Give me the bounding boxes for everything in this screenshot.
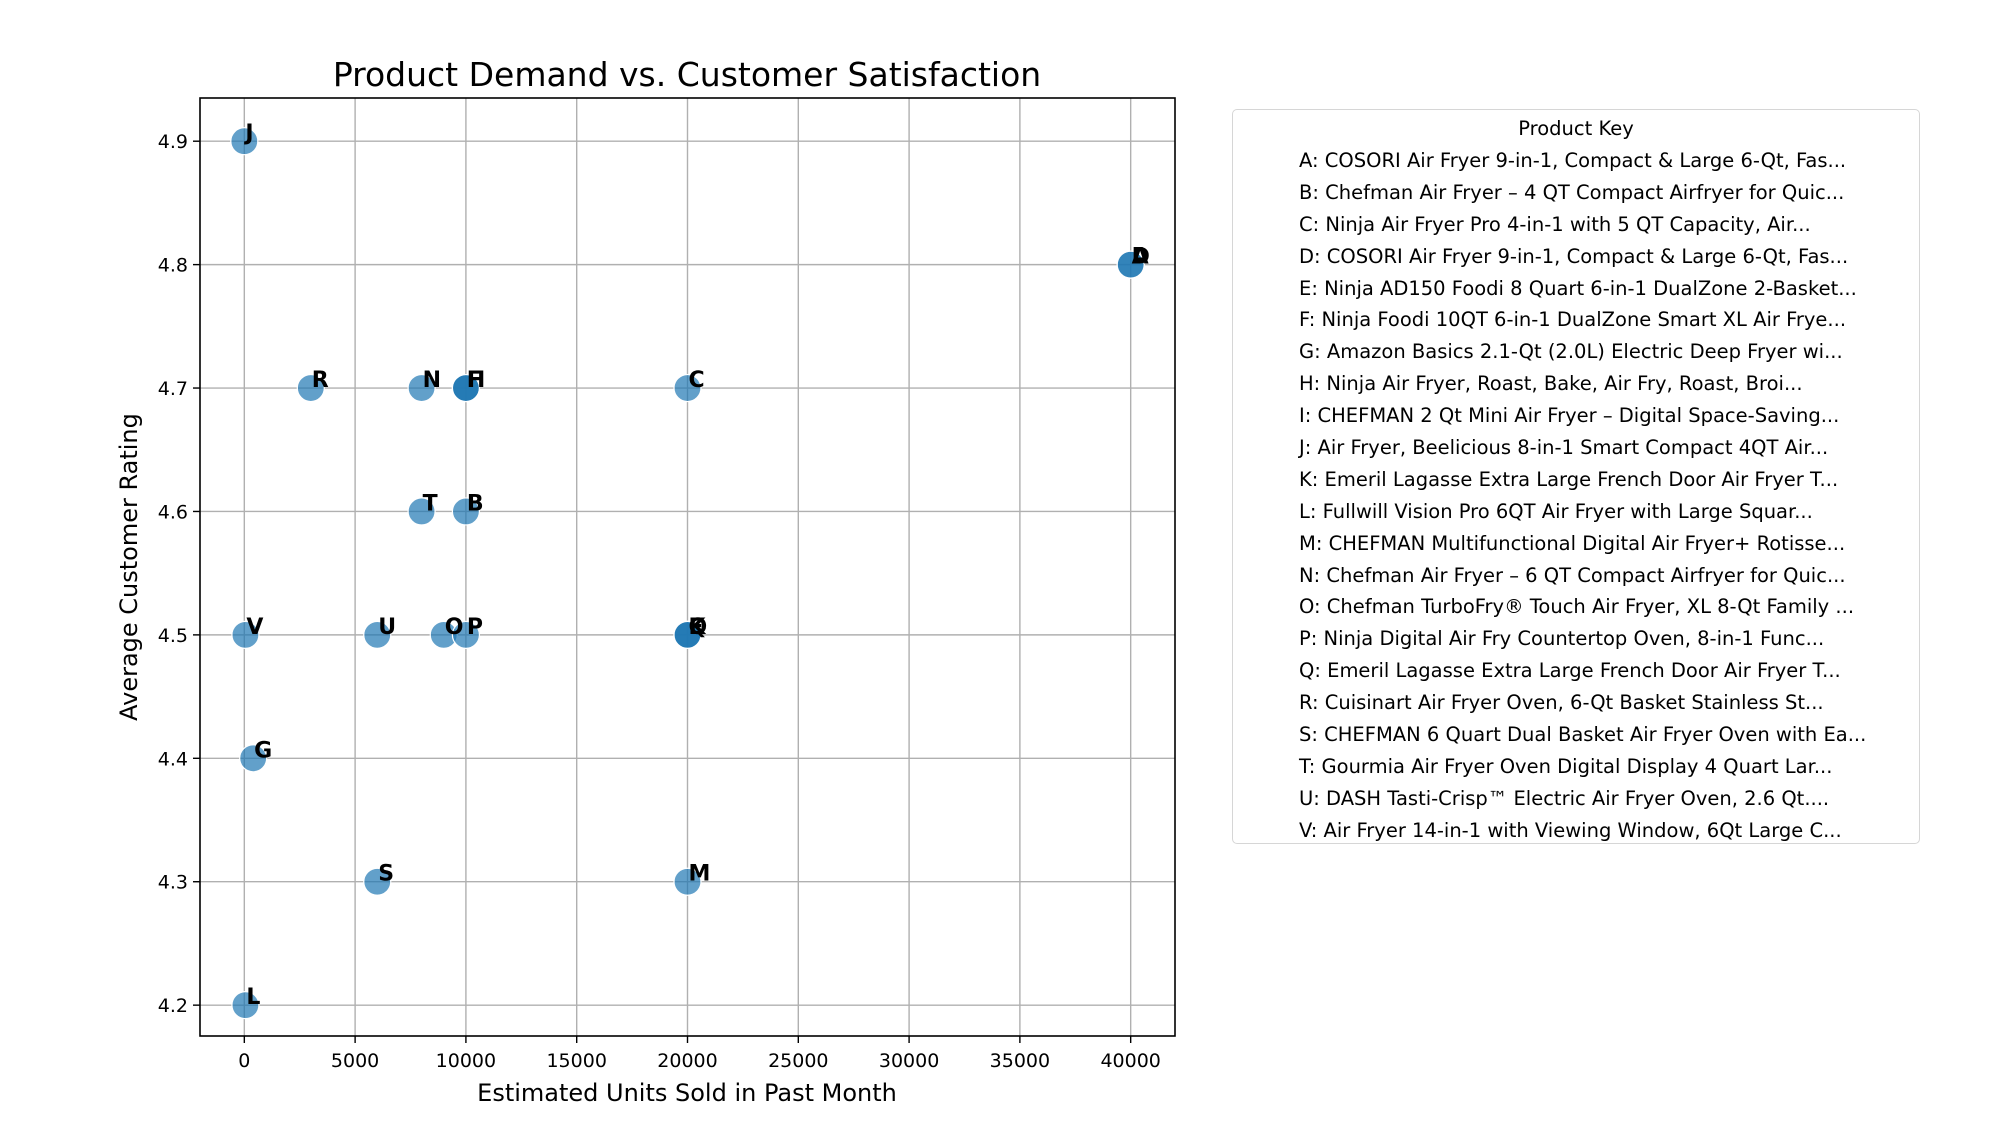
point-label-u: U <box>378 615 396 640</box>
legend-entry: L: Fullwill Vision Pro 6QT Air Fryer wit… <box>1299 499 1813 523</box>
legend-entry: I: CHEFMAN 2 Qt Mini Air Fryer – Digital… <box>1299 404 1840 428</box>
legend-entries: A: COSORI Air Fryer 9-in-1, Compact & La… <box>1299 145 1866 847</box>
point-label-p: P <box>467 615 483 640</box>
data-point-j <box>230 127 259 156</box>
legend-entry: A: COSORI Air Fryer 9-in-1, Compact & La… <box>1299 149 1847 172</box>
point-label-c: C <box>689 368 705 393</box>
data-point-c <box>673 373 702 403</box>
legend: Product Key A: COSORI Air Fryer 9-in-1, … <box>1232 109 1920 844</box>
x-tick-label: 10000 <box>436 1050 496 1072</box>
legend-entry: G: Amazon Basics 2.1-Qt (2.0L) Electric … <box>1299 340 1843 364</box>
legend-entry: S: CHEFMAN 6 Quart Dual Basket Air Fryer… <box>1299 723 1867 747</box>
y-tick-label: 4.8 <box>158 255 188 277</box>
data-point-s <box>363 867 392 896</box>
data-point-v <box>231 620 260 649</box>
data-point-b <box>451 497 481 526</box>
point-label-s: S <box>378 862 394 887</box>
legend-entry: E: Ninja AD150 Foodi 8 Quart 6-in-1 Dual… <box>1299 276 1857 300</box>
y-tick-label: 4.9 <box>158 131 188 153</box>
data-point-i <box>451 373 481 403</box>
data-point-r <box>296 373 325 403</box>
plot-frame <box>199 97 1176 1037</box>
point-label-m: M <box>689 862 711 887</box>
point-label-t: T <box>423 491 438 516</box>
point-label-e: E <box>689 615 704 640</box>
point-label-r: R <box>312 368 329 393</box>
y-axis-label: Average Customer Rating <box>115 413 143 721</box>
legend-entry: P: Ninja Digital Air Fry Countertop Oven… <box>1299 627 1825 651</box>
y-tick-label: 4.6 <box>158 501 188 523</box>
x-tick-label: 20000 <box>657 1050 717 1072</box>
point-label-f: F <box>467 368 482 393</box>
legend-entry: D: COSORI Air Fryer 9-in-1, Compact & La… <box>1299 244 1849 268</box>
x-tick-label: 30000 <box>879 1050 939 1072</box>
legend-entry: N: Chefman Air Fryer – 6 QT Compact Airf… <box>1299 563 1846 587</box>
data-point-g <box>239 744 268 773</box>
point-label-q: Q <box>689 615 708 640</box>
point-label-n: N <box>423 368 441 393</box>
legend-entry: H: Ninja Air Fryer, Roast, Bake, Air Fry… <box>1299 372 1803 396</box>
point-label-j: J <box>243 121 253 146</box>
x-tick-label: 40000 <box>1100 1050 1160 1072</box>
legend-entry: O: Chefman TurboFry® Touch Air Fryer, XL… <box>1299 595 1855 619</box>
legend-title: Product Key <box>1518 117 1634 140</box>
point-label-h: H <box>467 368 485 393</box>
data-point-m <box>673 867 702 896</box>
point-label-l: L <box>246 985 260 1010</box>
data-point-p <box>451 620 481 649</box>
point-label-a: A <box>1132 245 1149 270</box>
point-labels: A B C D E F G HI J K L M N O P Q R S T U V <box>243 121 1150 1010</box>
legend-entry: U: DASH Tasti-Crisp™ Electric Air Fryer … <box>1299 786 1830 810</box>
data-points <box>230 127 1145 1020</box>
legend-entry: Q: Emeril Lagasse Extra Large French Doo… <box>1299 659 1841 683</box>
data-point-l <box>231 991 260 1020</box>
legend-entry: T: Gourmia Air Fryer Oven Digital Displa… <box>1299 754 1833 778</box>
x-tick-label: 35000 <box>990 1050 1050 1072</box>
point-label-d: D <box>1132 245 1150 270</box>
legend-entry: V: Air Fryer 14-in-1 with Viewing Window… <box>1299 818 1842 842</box>
point-label-o: O <box>445 615 464 640</box>
data-point-n <box>407 373 436 403</box>
chart-title: Product Demand vs. Customer Satisfaction <box>333 55 1041 94</box>
y-tick-label: 4.5 <box>158 625 188 647</box>
x-tick-label: 0 <box>238 1050 250 1072</box>
axis-ticks: 0 5000 10000 15000 20000 25000 30000 35000 40000… <box>158 131 1161 1072</box>
data-point-u <box>363 620 392 649</box>
y-tick-label: 4.7 <box>158 378 188 400</box>
point-label-k: K <box>689 615 707 640</box>
x-tick-label: 15000 <box>546 1050 606 1072</box>
data-point-t <box>407 497 436 526</box>
point-label-i: I <box>467 368 475 393</box>
x-tick-label: 5000 <box>331 1050 379 1072</box>
legend-entry: J: Air Fryer, Beelicious 8-in-1 Smart Co… <box>1299 436 1829 460</box>
y-tick-label: 4.4 <box>158 748 188 770</box>
legend-entry: K: Emeril Lagasse Extra Large French Doo… <box>1299 467 1839 491</box>
x-tick-label: 25000 <box>768 1050 828 1072</box>
legend-entry: B: Chefman Air Fryer – 4 QT Compact Airf… <box>1299 180 1845 204</box>
point-label-b: B <box>467 491 484 516</box>
data-point-d <box>1116 250 1145 279</box>
point-label-v: V <box>246 615 263 640</box>
legend-entry: F: Ninja Foodi 10QT 6-in-1 DualZone Smar… <box>1299 308 1847 332</box>
data-point-q <box>673 620 702 649</box>
y-tick-label: 4.3 <box>158 872 188 894</box>
legend-entry: C: Ninja Air Fryer Pro 4-in-1 with 5 QT … <box>1299 212 1811 236</box>
point-label-g: G <box>254 738 272 763</box>
legend-entry: R: Cuisinart Air Fryer Oven, 6-Qt Basket… <box>1299 691 1824 715</box>
legend-entry: M: CHEFMAN Multifunctional Digital Air F… <box>1299 531 1846 555</box>
y-tick-label: 4.2 <box>158 995 188 1017</box>
x-axis-label: Estimated Units Sold in Past Month <box>477 1079 897 1107</box>
